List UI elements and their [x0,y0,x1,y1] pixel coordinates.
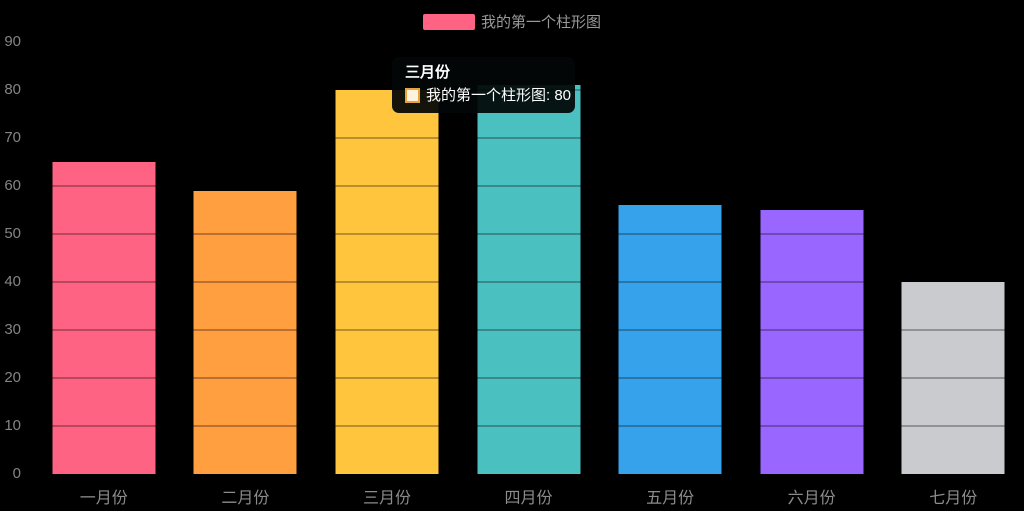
gridline-over-bar [477,137,581,139]
gridline-over-bar [618,425,722,427]
y-axis-label: 0 [12,465,21,482]
gridline-over-bar [477,281,581,283]
x-axis-label: 一月份 [79,490,128,507]
gridline-over-bar [335,425,439,427]
gridline-over-bar [335,233,439,235]
gridline-over-bar [901,377,1005,379]
gridline-over-bar [760,281,864,283]
bar-1[interactable] [52,162,156,474]
bar-2[interactable] [193,190,297,474]
gridline-over-bar [193,233,297,235]
series-marker-icon [405,88,420,103]
x-axis-label: 二月份 [221,490,270,507]
bar-5[interactable] [618,205,722,474]
gridline-over-bar [760,329,864,331]
gridline-over-bar [477,377,581,379]
gridline-over-bar [52,329,156,331]
x-axis-label: 七月份 [929,490,978,507]
tooltip-row: 我的第一个柱形图: 80 [405,87,571,104]
y-axis-label: 80 [4,81,21,98]
gridline-over-bar [193,377,297,379]
gridline-over-bar [760,425,864,427]
legend-swatch [422,13,475,30]
gridline-over-bar [618,329,722,331]
category-cell: 六月份 [741,0,883,507]
gridline-over-bar [335,185,439,187]
bar-3[interactable] [335,90,439,474]
y-axis-label: 50 [4,225,21,242]
y-axis-label: 20 [4,369,21,386]
gridline-over-bar [193,329,297,331]
gridline-over-bar [52,425,156,427]
gridline-over-bar [52,377,156,379]
gridline-over-bar [52,233,156,235]
x-axis-label: 五月份 [646,490,695,507]
gridline-over-bar [335,329,439,331]
gridline-over-bar [477,185,581,187]
bar-4[interactable] [477,85,581,474]
category-cell: 三月份 [316,0,458,507]
tooltip-title: 三月份 [405,64,451,81]
y-axis-label: 40 [4,273,21,290]
gridline-over-bar [335,377,439,379]
y-axis: 0 10 20 30 40 50 60 70 80 90 [0,0,21,511]
gridline-over-bar [901,425,1005,427]
legend-item[interactable]: 我的第一个柱形图 [0,11,1024,32]
y-axis-label: 90 [4,33,21,50]
gridline-over-bar [760,233,864,235]
y-axis-label: 70 [4,129,21,146]
gridline-over-bar [618,233,722,235]
x-axis-label: 六月份 [787,490,836,507]
plot-area: 一月份 二月份 三月份 四月份 五月份 六月份 七月份 [33,0,1024,507]
gridline-over-bar [477,425,581,427]
gridline-over-bar [193,425,297,427]
gridline-over-bar [477,329,581,331]
gridline-over-bar [477,233,581,235]
y-axis-label: 30 [4,321,21,338]
gridline-over-bar [335,137,439,139]
gridline-over-bar [901,329,1005,331]
category-cell: 七月份 [882,0,1024,507]
y-axis-label: 10 [4,417,21,434]
gridline-over-bar [52,281,156,283]
x-axis-label: 四月份 [504,490,553,507]
bar-7[interactable] [901,282,1005,474]
legend-label: 我的第一个柱形图 [480,14,601,31]
gridline-over-bar [618,281,722,283]
y-axis-label: 60 [4,177,21,194]
tooltip: 三月份 我的第一个柱形图: 80 [392,57,575,113]
gridline-over-bar [193,281,297,283]
category-cell: 二月份 [175,0,317,507]
gridline-over-bar [52,185,156,187]
bar-6[interactable] [760,210,864,474]
gridline-over-bar [760,377,864,379]
x-axis-label: 三月份 [362,490,411,507]
tooltip-series-text: 我的第一个柱形图: 80 [426,87,572,104]
category-cell: 一月份 [33,0,175,507]
category-cell: 五月份 [599,0,741,507]
gridline-over-bar [618,377,722,379]
gridline-over-bar [335,281,439,283]
